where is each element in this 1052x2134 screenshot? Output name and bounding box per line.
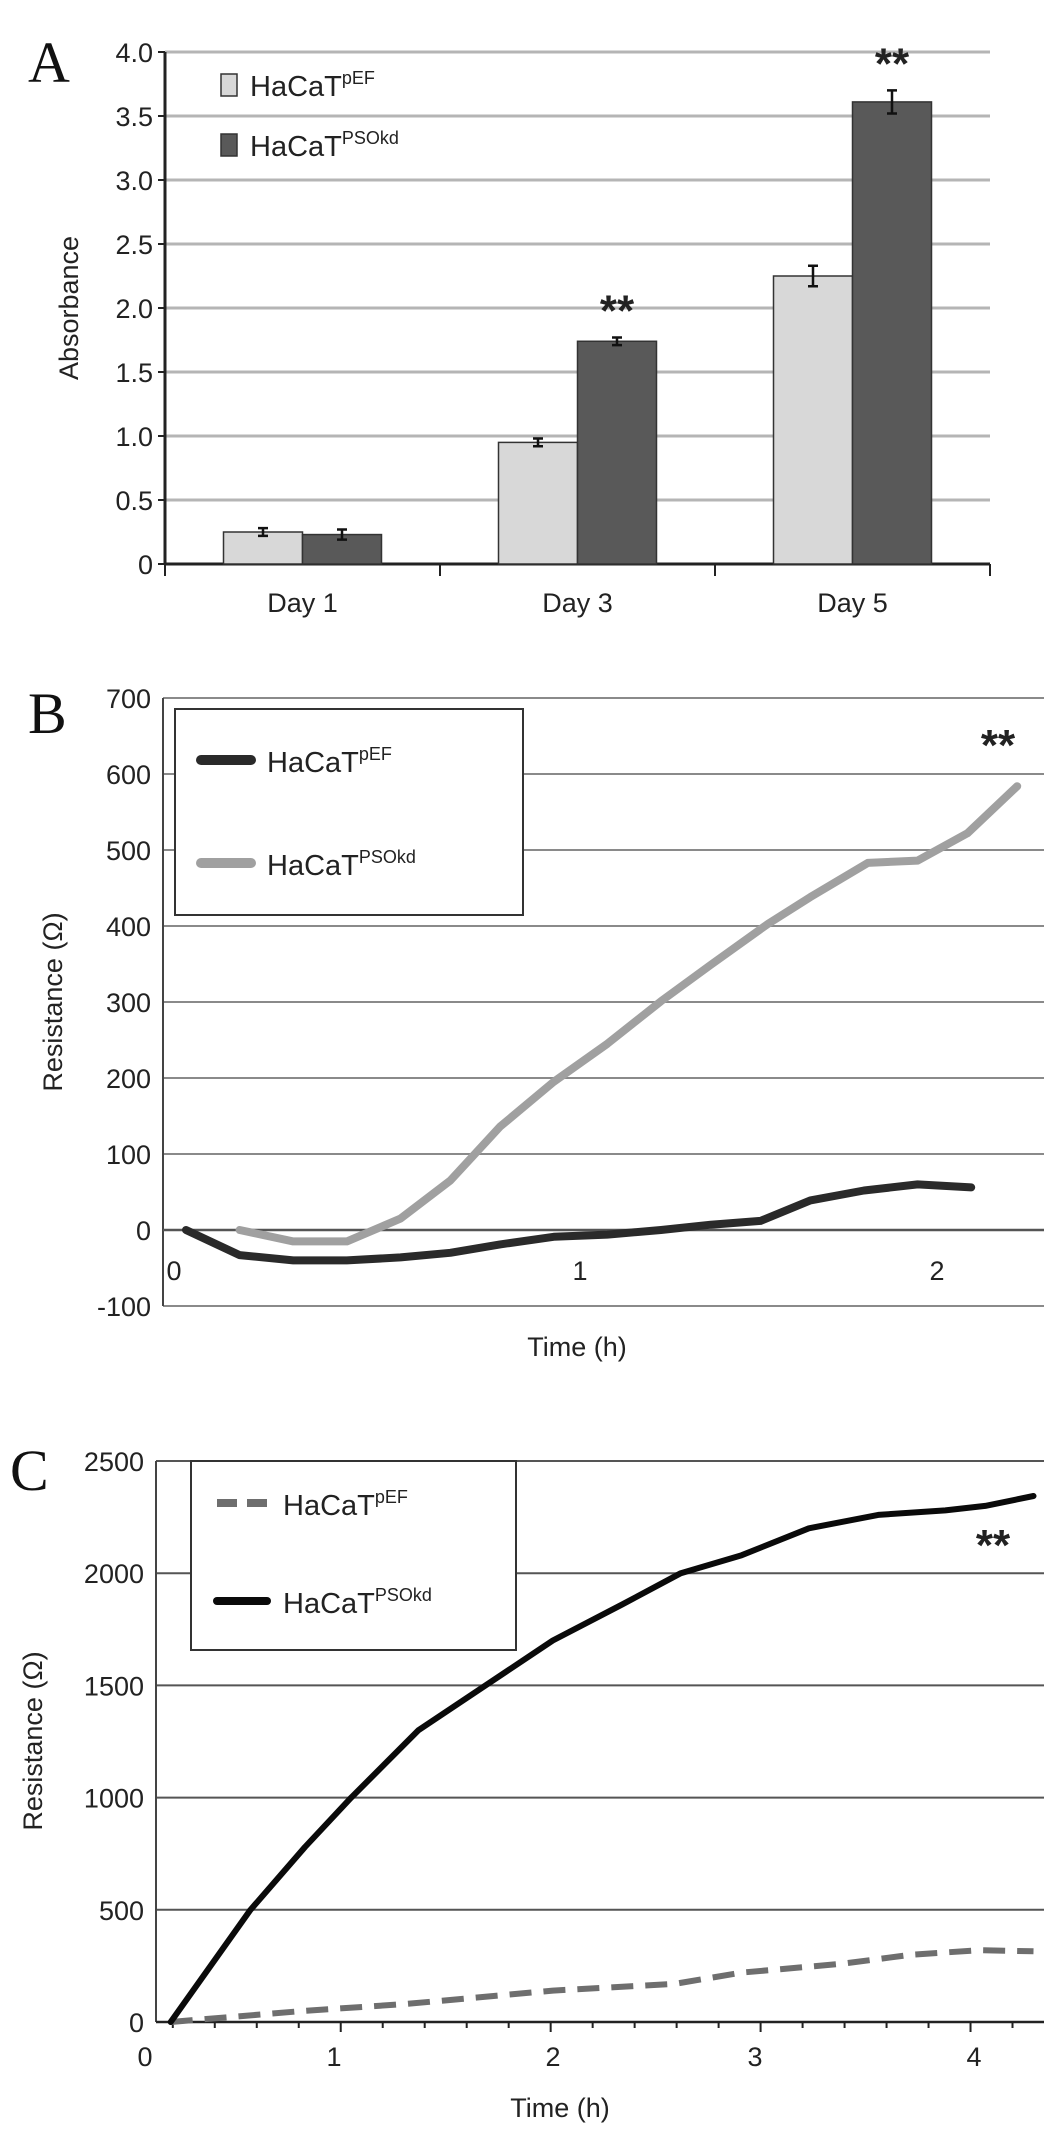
- legend-label: HaCaT: [283, 1588, 375, 1620]
- y-tick-label: 500: [99, 1896, 144, 1926]
- x-tick-label: Day 1: [267, 588, 338, 618]
- x-tick-label: 1: [572, 1256, 587, 1286]
- legend-superscript: PSOkd: [342, 128, 399, 148]
- significance-marker: **: [976, 1521, 1011, 1570]
- legend-entry: HaCaTpEF: [267, 744, 392, 779]
- legend-entry: HaCaTpEF: [250, 68, 375, 103]
- y-axis-label: Resistance (Ω): [38, 912, 68, 1091]
- error-bar: [887, 89, 897, 115]
- legend-swatch: [220, 73, 238, 97]
- panel-letter: A: [28, 30, 70, 95]
- error-bar: [258, 526, 268, 538]
- y-tick-label: 1.5: [115, 358, 153, 388]
- x-tick-label: 1: [326, 2042, 341, 2072]
- error-bar: [612, 336, 622, 347]
- significance-marker: **: [600, 286, 635, 335]
- y-tick-label: 0: [138, 550, 153, 580]
- legend-superscript: PSOkd: [359, 847, 416, 867]
- legend-label: HaCaT: [267, 850, 359, 882]
- series-line: [235, 782, 1022, 1246]
- panel-letter: C: [10, 1438, 49, 1503]
- legend-box: [174, 708, 524, 916]
- x-tick-label: 2: [545, 2042, 560, 2072]
- bar: [772, 275, 854, 565]
- legend-entry: HaCaTpEF: [283, 1487, 408, 1522]
- legend-superscript: pEF: [359, 744, 392, 764]
- error-bar: [337, 528, 347, 541]
- panel-letter: B: [28, 681, 67, 746]
- x-tick-label: 3: [747, 2042, 762, 2072]
- y-tick-label: 1.0: [115, 422, 153, 452]
- panel-c: 0 500 1000 1500 2000 2500 0 1 2 3 4 ** Time (h) Resis…: [18, 1447, 1044, 2123]
- y-tick-label: 300: [106, 988, 151, 1018]
- y-tick-label: 0: [129, 2008, 144, 2038]
- x-tick-label: Day 3: [542, 588, 613, 618]
- legend-superscript: pEF: [375, 1487, 408, 1507]
- series-line: [182, 1180, 976, 1265]
- legend-superscript: PSOkd: [375, 1585, 432, 1605]
- bar: [851, 101, 933, 565]
- y-tick-label: 4.0: [115, 38, 153, 68]
- y-tick-label: 2500: [84, 1447, 144, 1477]
- y-tick-label: 3.0: [115, 166, 153, 196]
- y-tick-label: 2.5: [115, 230, 153, 260]
- x-tick-label: 0: [166, 1256, 181, 1286]
- x-tick-label: 4: [966, 2042, 981, 2072]
- x-tick-label: 0: [137, 2042, 152, 2072]
- significance-marker: **: [875, 39, 910, 88]
- error-bar: [808, 264, 818, 288]
- y-axis-label: Absorbance: [54, 236, 84, 380]
- error-bar: [533, 437, 543, 448]
- legend-label: HaCaT: [250, 131, 342, 163]
- x-tick-label: Day 5: [817, 588, 888, 618]
- legend-entry: HaCaTPSOkd: [250, 128, 399, 163]
- y-tick-label: 600: [106, 760, 151, 790]
- y-tick-label: 2000: [84, 1559, 144, 1589]
- significance-marker: **: [981, 721, 1016, 770]
- x-axis-label: Time (h): [527, 1332, 627, 1362]
- y-axis-label: Resistance (Ω): [18, 1651, 48, 1830]
- legend-superscript: pEF: [342, 68, 375, 88]
- y-tick-label: 0: [136, 1216, 151, 1246]
- bar: [497, 441, 579, 565]
- legend-label: HaCaT: [267, 747, 359, 779]
- legend-label: HaCaT: [250, 71, 342, 103]
- bar: [222, 531, 304, 565]
- y-tick-label: 3.5: [115, 102, 153, 132]
- series-line: [170, 1947, 1034, 2025]
- y-tick-label: 1000: [84, 1784, 144, 1814]
- legend-swatch: [220, 133, 238, 157]
- panel-b: -100 0 100 200 300 400 500 600 700 0 1 2 ** Time (h) R…: [38, 684, 1044, 1362]
- legend-label: HaCaT: [283, 1490, 375, 1522]
- bar: [576, 340, 658, 565]
- y-tick-label: 200: [106, 1064, 151, 1094]
- y-tick-label: 2.0: [115, 294, 153, 324]
- panel-a: 0 0.5 1.0 1.5 2.0 2.5 3.0 3.5 4.0 Day 1 Day 3 Day 5…: [54, 38, 991, 618]
- legend-entry: HaCaTPSOkd: [267, 847, 416, 882]
- y-tick-label: 500: [106, 836, 151, 866]
- series-line: [167, 1493, 1037, 2025]
- x-tick-label: 2: [929, 1256, 944, 1286]
- y-tick-label: 0.5: [115, 486, 153, 516]
- legend-box: [190, 1460, 517, 1651]
- y-tick-label: 400: [106, 912, 151, 942]
- legend-entry: HaCaTPSOkd: [283, 1585, 432, 1620]
- y-tick-label: -100: [97, 1292, 151, 1322]
- x-axis-label: Time (h): [510, 2093, 610, 2123]
- y-tick-label: 100: [106, 1140, 151, 1170]
- y-tick-label: 700: [106, 684, 151, 714]
- y-tick-label: 1500: [84, 1671, 144, 1701]
